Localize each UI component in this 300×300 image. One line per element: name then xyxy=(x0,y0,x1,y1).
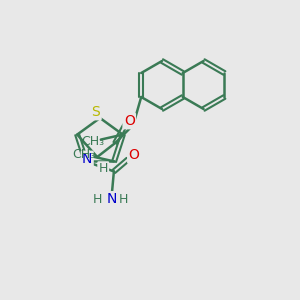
Text: H: H xyxy=(93,193,103,206)
Text: N: N xyxy=(82,152,92,166)
Text: S: S xyxy=(92,105,100,119)
Text: O: O xyxy=(128,148,139,162)
Text: H: H xyxy=(119,193,129,206)
Text: O: O xyxy=(124,114,135,128)
Text: CH₃: CH₃ xyxy=(81,135,104,148)
Text: CH₃: CH₃ xyxy=(73,148,96,161)
Text: N: N xyxy=(107,192,117,206)
Text: H: H xyxy=(98,163,108,176)
